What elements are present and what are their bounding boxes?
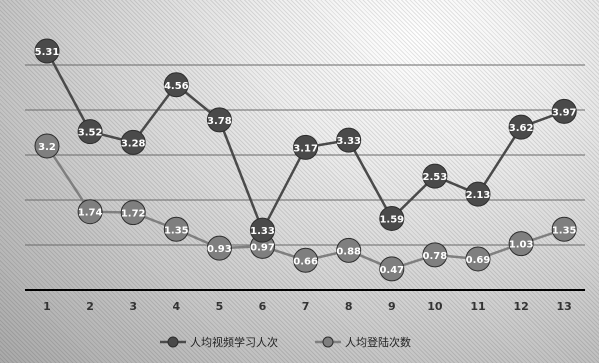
data-label: 0.69 [466,255,491,266]
x-tick-label: 9 [388,300,396,313]
data-point [34,133,60,159]
data-label: 3.17 [293,143,318,154]
data-label: 2.53 [423,172,448,183]
data-label: 1.33 [250,226,275,237]
legend-item-2: 人均登陆次数 [315,335,411,349]
data-label: 3.97 [552,107,577,118]
data-point [120,129,146,155]
data-label: 3.33 [336,136,361,147]
x-tick-label: 8 [345,300,353,313]
data-label: 3.78 [207,116,232,127]
data-point [77,199,103,225]
data-label: 3.52 [78,128,103,139]
data-label: 1.72 [121,209,146,220]
legend-label: 人均视频学习人次 [190,335,278,349]
data-point [293,134,319,160]
data-point [508,114,534,140]
data-point [163,216,189,242]
x-tick-label: 6 [259,300,267,313]
data-point [551,216,577,242]
legend-marker [322,336,334,348]
legend-label: 人均登陆次数 [345,335,411,349]
data-point [206,107,232,133]
data-point [508,231,534,257]
data-label: 3.28 [121,138,146,149]
data-point [336,127,362,153]
x-tick-label: 11 [470,300,485,313]
data-label: 0.88 [336,246,361,257]
x-tick-label: 2 [86,300,94,313]
data-label: 5.31 [35,47,60,58]
x-tick-label: 12 [513,300,528,313]
data-label: 4.56 [164,81,189,92]
x-tick-label: 13 [557,300,572,313]
data-label: 3.62 [509,123,534,134]
data-point [293,247,319,273]
data-point [422,163,448,189]
series-1: 5.31 3.52 3.28 4.56 3.78 1.33 3.17 3.33 1.59 2.53… [34,38,577,243]
legend-item-1: 人均视频学习人次 [160,335,278,349]
data-label: 0.97 [250,242,275,253]
data-label: 1.03 [509,240,534,251]
data-point [250,217,275,243]
x-tick-label: 4 [172,300,180,313]
data-point [77,119,103,145]
data-label: 3.2 [38,142,56,153]
data-label: 1.35 [164,225,189,236]
data-point [163,72,189,98]
x-tick-label: 10 [427,300,443,313]
x-tick-labels: 1 2 3 4 5 6 7 8 9 10 11 12 13 [43,300,572,313]
data-label: 0.78 [423,251,448,262]
data-label: 1.35 [552,225,577,236]
data-point [551,98,577,124]
data-point [465,246,491,272]
data-point [206,235,232,261]
x-tick-label: 3 [129,300,137,313]
data-label: 0.93 [207,244,232,255]
data-label: 1.74 [78,208,103,219]
data-point [336,237,362,263]
data-label: 2.13 [466,190,491,201]
series-layer: 3.2 1.74 1.72 1.35 0.93 0.97 0.66 0.88 0.47 0.78 0… [34,38,577,282]
legend-marker [167,336,179,348]
data-point [120,200,146,226]
data-point [422,242,448,268]
legend: 人均视频学习人次 人均登陆次数 [160,335,411,349]
x-tick-label: 7 [302,300,310,313]
data-point [465,181,491,207]
x-tick-label: 1 [43,300,51,313]
data-point [379,205,405,231]
data-point [34,38,60,64]
data-label: 0.66 [293,256,318,267]
data-label: 1.59 [379,214,404,225]
data-point [379,256,405,282]
x-tick-label: 5 [216,300,224,313]
data-label: 0.47 [379,265,404,276]
